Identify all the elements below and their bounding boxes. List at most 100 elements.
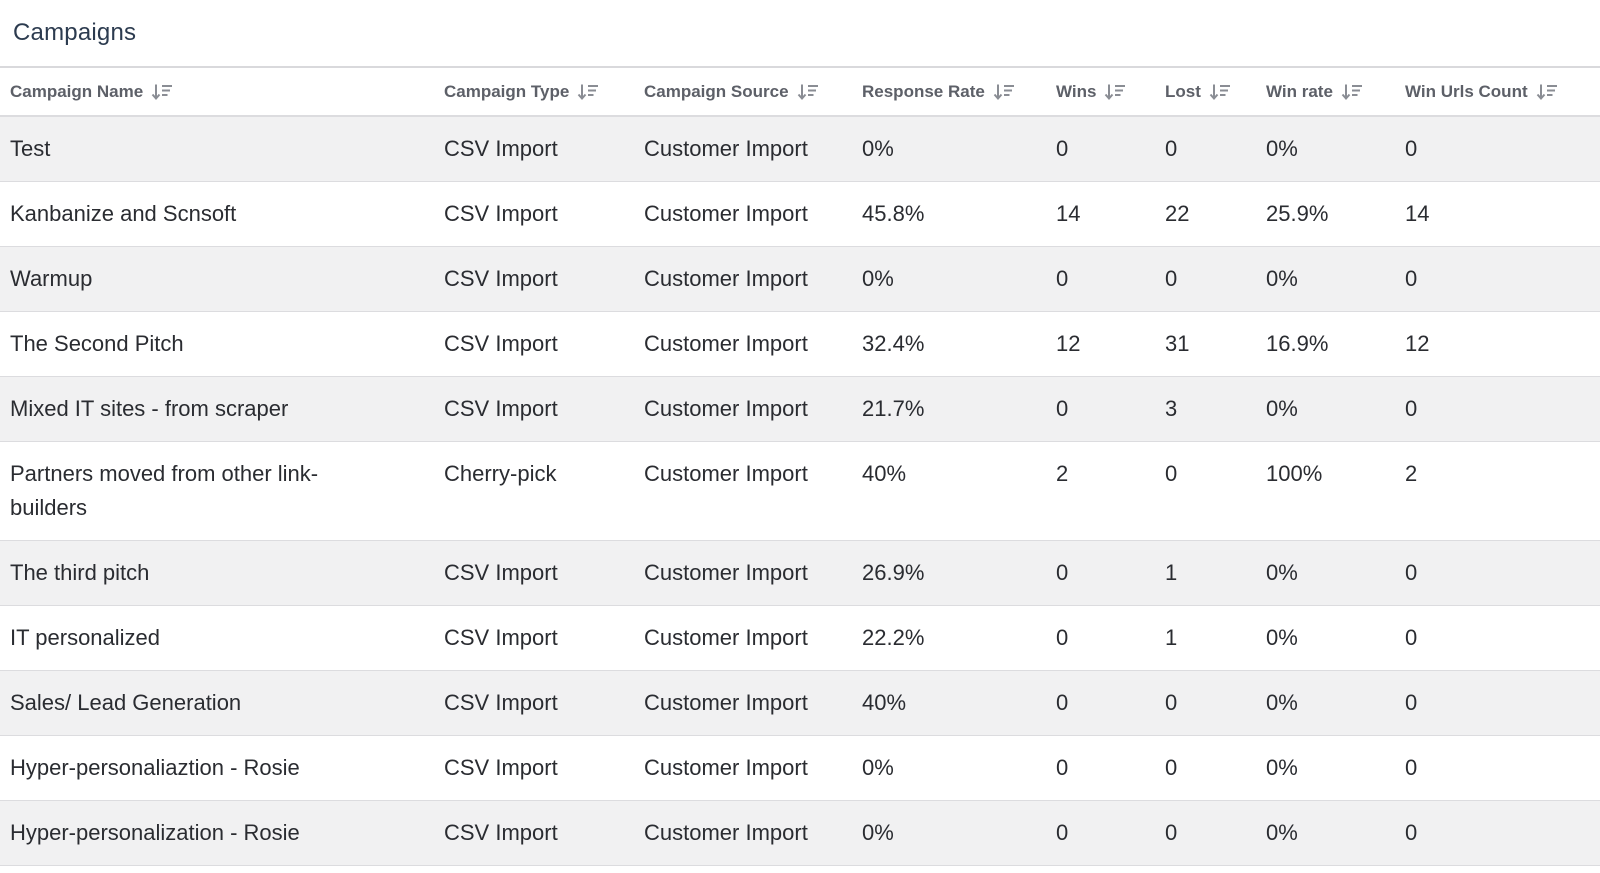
panel-header: Campaigns	[0, 0, 1600, 68]
column-header-inner: Campaign Source	[644, 82, 819, 102]
cell-win-urls-count: 0	[1395, 735, 1600, 801]
cell-lost: 0	[1155, 441, 1256, 541]
table-row[interactable]: Hyper-personalization - Rosie CSV Import C…	[0, 800, 1600, 866]
sort-descending-icon	[1341, 84, 1362, 101]
column-header-win-urls-count[interactable]: Win Urls Count	[1395, 68, 1600, 117]
cell-win-urls-count: 0	[1395, 670, 1600, 736]
column-header-label: Response Rate	[862, 81, 985, 101]
cell-name: IT personalized	[0, 605, 434, 671]
table-row[interactable]: IT personalized CSV Import Customer Import…	[0, 605, 1600, 671]
table-row[interactable]: Kanbanize and Scnsoft CSV Import Customer …	[0, 181, 1600, 247]
cell-name: Warmup	[0, 246, 434, 312]
table-row[interactable]: Partners moved from other link-builders C…	[0, 441, 1600, 541]
cell-response-rate: 0%	[852, 116, 1046, 182]
cell-response-rate: 0%	[852, 800, 1046, 866]
cell-response-rate: 26.9%	[852, 540, 1046, 606]
sort-button[interactable]	[1104, 82, 1126, 102]
cell-win-urls-count: 0	[1395, 376, 1600, 442]
cell-lost: 3	[1155, 376, 1256, 442]
table-row[interactable]: Sales/ Lead Generation CSV Import Customer…	[0, 670, 1600, 736]
cell-name: Hyper-personalization - Rosie	[0, 800, 434, 866]
cell-type: CSV Import	[434, 800, 634, 866]
sort-descending-icon	[1105, 84, 1126, 101]
cell-source: Customer Import	[634, 246, 852, 312]
cell-lost: 0	[1155, 670, 1256, 736]
sort-button[interactable]	[1341, 82, 1363, 102]
table-header-row: Campaign Name Campaign Type Campaign Sourc…	[0, 68, 1600, 117]
cell-win-urls-count: 0	[1395, 116, 1600, 182]
cell-response-rate: 45.8%	[852, 181, 1046, 247]
cell-win-urls-count: 0	[1395, 246, 1600, 312]
cell-win-rate: 100%	[1256, 441, 1395, 541]
column-header-wins[interactable]: Wins	[1046, 68, 1155, 117]
cell-response-rate: 0%	[852, 246, 1046, 312]
sort-button[interactable]	[1536, 82, 1558, 102]
table-row[interactable]: Test CSV Import Customer Import 0% 0 0 0% 0	[0, 116, 1600, 182]
column-header-win-rate[interactable]: Win rate	[1256, 68, 1395, 117]
cell-win-rate: 16.9%	[1256, 311, 1395, 377]
column-header-label: Win rate	[1266, 81, 1333, 101]
cell-win-rate: 0%	[1256, 800, 1395, 866]
cell-win-urls-count: 2	[1395, 441, 1600, 541]
column-header-label: Wins	[1056, 81, 1097, 101]
cell-wins: 0	[1046, 670, 1155, 736]
sort-button[interactable]	[577, 82, 599, 102]
cell-type: CSV Import	[434, 246, 634, 312]
column-header-inner: Wins	[1056, 82, 1126, 102]
cell-win-rate: 0%	[1256, 376, 1395, 442]
cell-win-urls-count: 0	[1395, 540, 1600, 606]
table-row[interactable]: The third pitch CSV Import Customer Import…	[0, 540, 1600, 606]
sort-descending-icon	[797, 84, 818, 101]
sort-button[interactable]	[797, 82, 819, 102]
column-header-source[interactable]: Campaign Source	[634, 68, 852, 117]
table-row[interactable]: Hyper-personaliaztion - Rosie CSV Import C…	[0, 735, 1600, 801]
column-header-inner: Campaign Type	[444, 82, 599, 102]
cell-source: Customer Import	[634, 441, 852, 541]
table-row[interactable]: Warmup CSV Import Customer Import 0% 0 0 0% 0	[0, 246, 1600, 312]
cell-wins: 0	[1046, 376, 1155, 442]
cell-type: CSV Import	[434, 376, 634, 442]
cell-response-rate: 22.2%	[852, 605, 1046, 671]
cell-type: CSV Import	[434, 181, 634, 247]
cell-win-rate: 25.9%	[1256, 181, 1395, 247]
cell-source: Customer Import	[634, 735, 852, 801]
sort-descending-icon	[993, 84, 1014, 101]
cell-win-urls-count: 14	[1395, 181, 1600, 247]
cell-name: Kanbanize and Scnsoft	[0, 181, 434, 247]
cell-wins: 2	[1046, 441, 1155, 541]
column-header-inner: Campaign Name	[10, 82, 173, 102]
cell-source: Customer Import	[634, 376, 852, 442]
cell-wins: 0	[1046, 735, 1155, 801]
table-body: Test CSV Import Customer Import 0% 0 0 0% 0 Kanb…	[0, 116, 1600, 866]
sort-button[interactable]	[1209, 82, 1231, 102]
column-header-label: Lost	[1165, 81, 1201, 101]
cell-lost: 0	[1155, 246, 1256, 312]
column-header-inner: Win rate	[1266, 82, 1363, 102]
cell-source: Customer Import	[634, 670, 852, 736]
cell-name: Mixed IT sites - from scraper	[0, 376, 434, 442]
sort-button[interactable]	[993, 82, 1015, 102]
column-header-inner: Response Rate	[862, 82, 1015, 102]
column-header-response-rate[interactable]: Response Rate	[852, 68, 1046, 117]
column-header-label: Campaign Type	[444, 81, 570, 101]
cell-lost: 0	[1155, 735, 1256, 801]
column-header-type[interactable]: Campaign Type	[434, 68, 634, 117]
cell-lost: 0	[1155, 800, 1256, 866]
cell-win-rate: 0%	[1256, 116, 1395, 182]
cell-name: Sales/ Lead Generation	[0, 670, 434, 736]
column-header-inner: Lost	[1165, 82, 1231, 102]
column-header-name[interactable]: Campaign Name	[0, 68, 434, 117]
column-header-label: Win Urls Count	[1405, 81, 1528, 101]
column-header-label: Campaign Name	[10, 81, 144, 101]
table-row[interactable]: Mixed IT sites - from scraper CSV Import C…	[0, 376, 1600, 442]
page-title: Campaigns	[13, 19, 137, 46]
cell-name: The Second Pitch	[0, 311, 434, 377]
cell-name: Hyper-personaliaztion - Rosie	[0, 735, 434, 801]
cell-source: Customer Import	[634, 800, 852, 866]
table-row[interactable]: The Second Pitch CSV Import Customer Impor…	[0, 311, 1600, 377]
cell-win-rate: 0%	[1256, 540, 1395, 606]
sort-descending-icon	[151, 84, 173, 101]
column-header-lost[interactable]: Lost	[1155, 68, 1256, 117]
sort-button[interactable]	[151, 82, 173, 102]
